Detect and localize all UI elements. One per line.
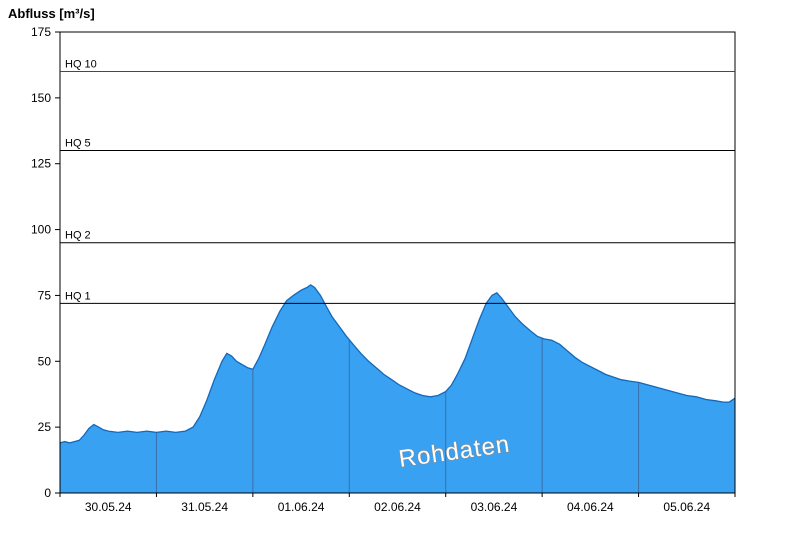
hq-reference-label: HQ 5 xyxy=(65,138,91,150)
y-tick-label: 125 xyxy=(31,157,51,171)
y-tick-label: 100 xyxy=(31,223,51,237)
x-tick-label: 01.06.24 xyxy=(278,500,325,514)
x-tick-label: 05.06.24 xyxy=(663,500,710,514)
hq-reference-label: HQ 10 xyxy=(65,59,97,71)
y-tick-label: 50 xyxy=(38,354,52,368)
y-tick-label: 25 xyxy=(38,420,52,434)
x-tick-label: 04.06.24 xyxy=(567,500,614,514)
x-tick-label: 03.06.24 xyxy=(471,500,518,514)
x-tick-label: 30.05.24 xyxy=(85,500,132,514)
y-tick-label: 0 xyxy=(44,486,51,500)
x-tick-label: 02.06.24 xyxy=(374,500,421,514)
y-tick-label: 150 xyxy=(31,91,51,105)
hq-reference-label: HQ 2 xyxy=(65,230,91,242)
discharge-area xyxy=(60,284,735,493)
y-tick-label: 175 xyxy=(31,25,51,39)
discharge-line xyxy=(59,284,736,444)
y-tick-label: 75 xyxy=(38,288,52,302)
hq-reference-label: HQ 1 xyxy=(65,290,91,302)
plot-border xyxy=(59,31,736,494)
x-tick-label: 31.05.24 xyxy=(181,500,228,514)
chart-title: Abfluss [m³/s] xyxy=(8,6,95,21)
